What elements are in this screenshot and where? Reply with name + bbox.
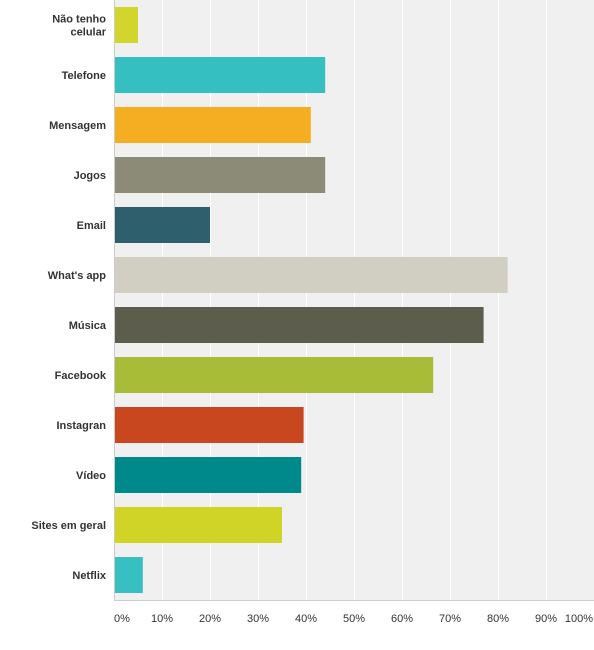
x-tick-label: 80% <box>487 613 509 625</box>
category-label: Email <box>77 220 106 232</box>
x-tick-label: 70% <box>439 613 461 625</box>
bar <box>115 7 138 43</box>
category-label: Vídeo <box>76 470 106 482</box>
x-tick-label: 30% <box>247 613 269 625</box>
category-label-line: Não tenho <box>52 14 106 26</box>
bar <box>115 357 434 393</box>
category-label: Música <box>69 320 107 332</box>
x-tick-label: 10% <box>151 613 173 625</box>
category-labels: Não tenho celular Telefone Mensagem Jogos Ema… <box>31 14 106 583</box>
x-tick-label: 100% <box>565 613 593 625</box>
category-label-line: Telefone <box>62 70 106 82</box>
category-label-line: Instagran <box>56 420 106 432</box>
category-label: Jogos <box>74 170 106 182</box>
category-label: Telefone <box>62 70 106 82</box>
category-label-line: Netflix <box>72 570 107 582</box>
bar <box>115 457 302 493</box>
category-label-line: Sites em geral <box>31 520 106 532</box>
category-label-line: Jogos <box>74 170 106 182</box>
bar <box>115 407 304 443</box>
bar <box>115 107 311 143</box>
bar <box>115 507 282 543</box>
x-axis-ticks: 0% 10% 20% 30% 40% 50% 60% 70% 80% 90% 100% <box>114 613 593 625</box>
category-label: Sites em geral <box>31 520 106 532</box>
category-label-line: What's app <box>48 270 107 282</box>
x-tick-label: 0% <box>114 613 130 625</box>
bar <box>115 157 326 193</box>
x-tick-label: 50% <box>343 613 365 625</box>
category-label-line: Facebook <box>55 370 107 382</box>
category-label: What's app <box>48 270 107 282</box>
category-label: Netflix <box>72 570 107 582</box>
bar <box>115 207 210 243</box>
x-tick-label: 60% <box>391 613 413 625</box>
category-label-line: Mensagem <box>49 120 106 132</box>
category-label-line: Vídeo <box>76 470 106 482</box>
category-label: Instagran <box>56 420 106 432</box>
x-tick-label: 20% <box>199 613 221 625</box>
category-label-line: celular <box>71 27 107 39</box>
bar <box>115 57 326 93</box>
category-label: Mensagem <box>49 120 106 132</box>
bar <box>115 257 508 293</box>
x-tick-label: 90% <box>535 613 557 625</box>
x-tick-label: 40% <box>295 613 317 625</box>
bars <box>115 7 508 593</box>
category-label-line: Música <box>69 320 107 332</box>
category-label: Não tenho celular <box>52 14 106 39</box>
bar <box>115 307 484 343</box>
gridlines <box>162 0 547 600</box>
category-label: Facebook <box>55 370 107 382</box>
bar <box>115 557 143 593</box>
category-label-line: Email <box>77 220 106 232</box>
